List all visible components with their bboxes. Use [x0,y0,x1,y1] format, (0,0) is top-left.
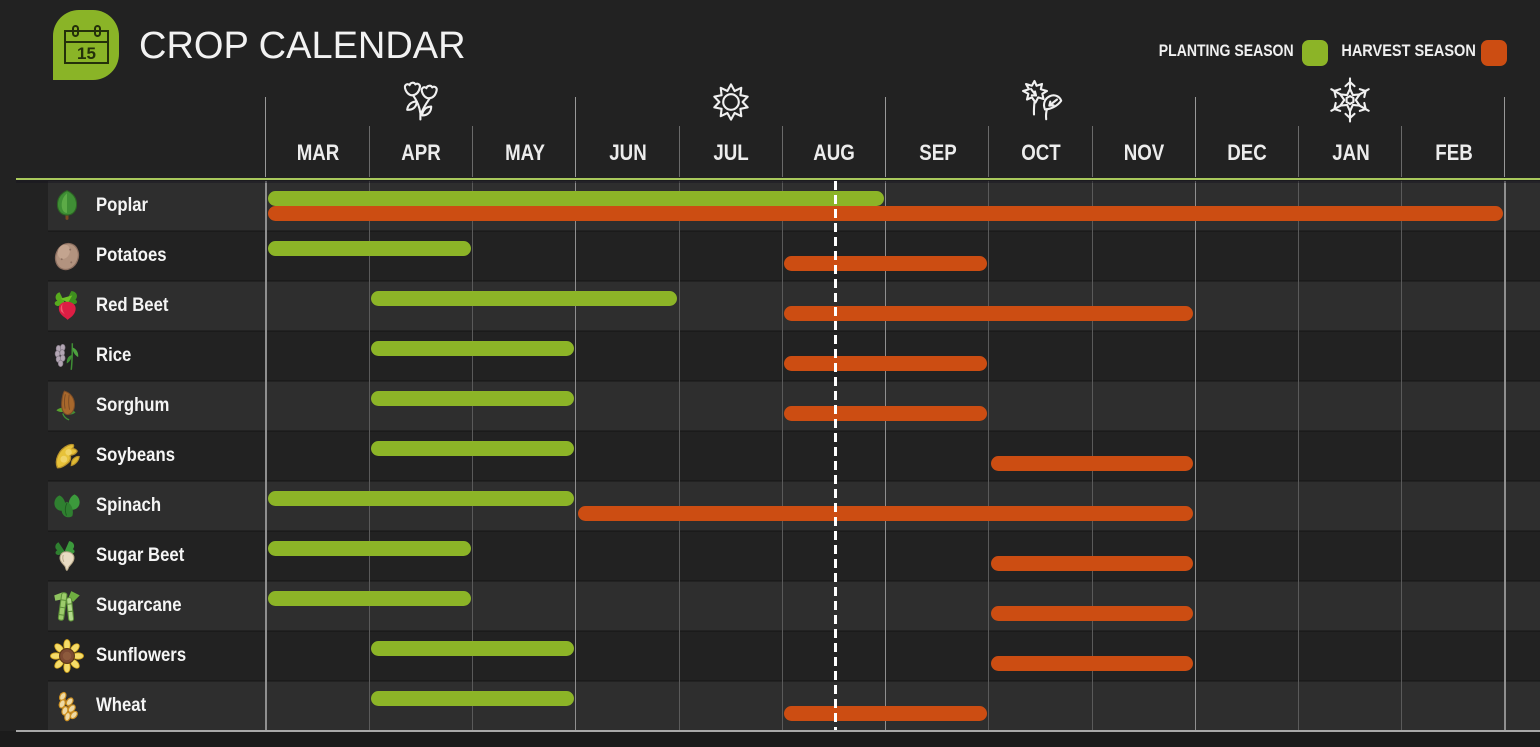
svg-text:15: 15 [77,44,96,63]
